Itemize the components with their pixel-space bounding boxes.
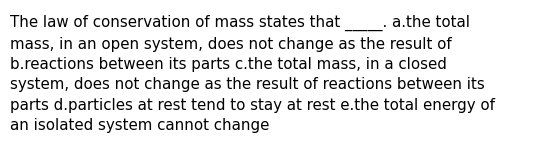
Text: The law of conservation of mass states that _____. a.the total
mass, in an open : The law of conservation of mass states t… (10, 15, 495, 133)
